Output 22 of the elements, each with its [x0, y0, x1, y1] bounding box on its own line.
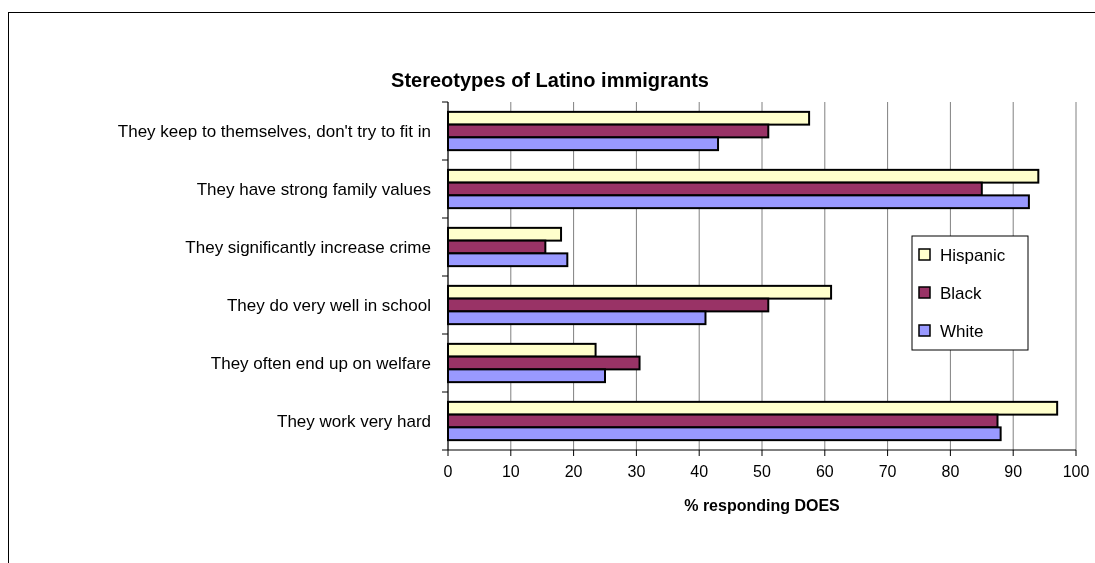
y-tick-label: They significantly increase crime [185, 238, 431, 257]
x-tick-label: 70 [878, 463, 897, 480]
x-tick-label: 10 [501, 463, 520, 480]
x-tick-label: 40 [690, 463, 709, 480]
x-tick-label: 50 [753, 463, 771, 480]
x-tick-label: 60 [815, 463, 834, 480]
legend-label: Hispanic [940, 246, 1006, 265]
x-tick-label: 30 [627, 463, 646, 480]
y-tick-label: They do very well in school [226, 296, 431, 315]
x-tick-label: 20 [564, 463, 583, 480]
x-tick-label: 100 [1062, 463, 1090, 480]
y-tick-label: They keep to themselves, don't try to fit in [117, 122, 431, 141]
legend-label: Black [940, 284, 983, 303]
x-tick-label: 90 [1004, 463, 1023, 480]
x-tick-label: 80 [941, 463, 960, 480]
y-tick-label: They have strong family values [196, 180, 431, 199]
y-tick-label: They often end up on welfare [210, 354, 431, 373]
y-tick-label: They work very hard [277, 412, 431, 431]
x-axis-title: % responding DOES [684, 497, 841, 514]
x-tick-label: 0 [443, 463, 453, 480]
chart-title: Stereotypes of Latino immigrants [391, 69, 709, 91]
legend-label: White [940, 322, 984, 341]
